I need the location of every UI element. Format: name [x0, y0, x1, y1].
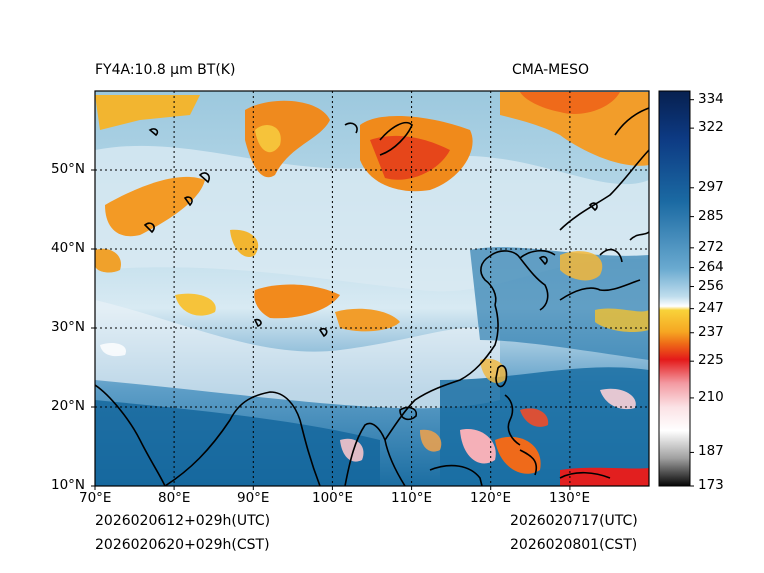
colorbar-tick-label: 225	[698, 352, 724, 369]
model-name: CMA-MESO	[512, 62, 590, 78]
colorbar-tick-label: 334	[698, 90, 724, 107]
colorbar-tick-label: 322	[698, 119, 724, 136]
init-time-cst: 2026020620+029h(CST)	[95, 537, 270, 553]
valid-time-cst: 2026020801(CST)	[510, 537, 638, 553]
lon-tick-90: 90°E	[237, 490, 270, 506]
map-title: FY4A:10.8 µm BT(K)	[95, 62, 236, 78]
colorbar-tick-label: 285	[698, 207, 724, 224]
lon-tick-130: 130°E	[549, 490, 591, 506]
colorbar-tick-label: 237	[698, 323, 724, 340]
colorbar-tick-label: 256	[698, 277, 724, 294]
lat-tick-30: 30°N	[51, 319, 86, 335]
colorbar-tick-label: 264	[698, 258, 724, 275]
lon-tick-120: 120°E	[470, 490, 512, 506]
lon-tick-70: 70°E	[79, 490, 112, 506]
axis-ticks	[91, 169, 571, 490]
lat-tick-20: 20°N	[51, 398, 86, 414]
brightness-temperature-field	[95, 91, 649, 486]
graticule	[95, 91, 649, 486]
colorbar	[658, 90, 691, 487]
lon-tick-100: 100°E	[312, 490, 354, 506]
valid-time-utc: 2026020717(UTC)	[510, 513, 638, 529]
lat-tick-10: 10°N	[51, 477, 86, 493]
colorbar-tick-label: 272	[698, 238, 724, 255]
colorbar-tick-label: 210	[698, 388, 724, 405]
lat-tick-50: 50°N	[51, 161, 86, 177]
map-frame	[94, 90, 650, 487]
colorbar-tick-label: 247	[698, 299, 724, 316]
lon-tick-110: 110°E	[391, 490, 433, 506]
colorbar-ticks	[690, 99, 694, 487]
colorbar-tick-label: 297	[698, 178, 724, 195]
init-time-utc: 2026020612+029h(UTC)	[95, 513, 271, 529]
lat-tick-40: 40°N	[51, 240, 86, 256]
coastlines	[95, 107, 649, 486]
colorbar-tick-label: 187	[698, 443, 724, 460]
colorbar-tick-label: 173	[698, 477, 724, 493]
lon-tick-80: 80°E	[158, 490, 191, 506]
